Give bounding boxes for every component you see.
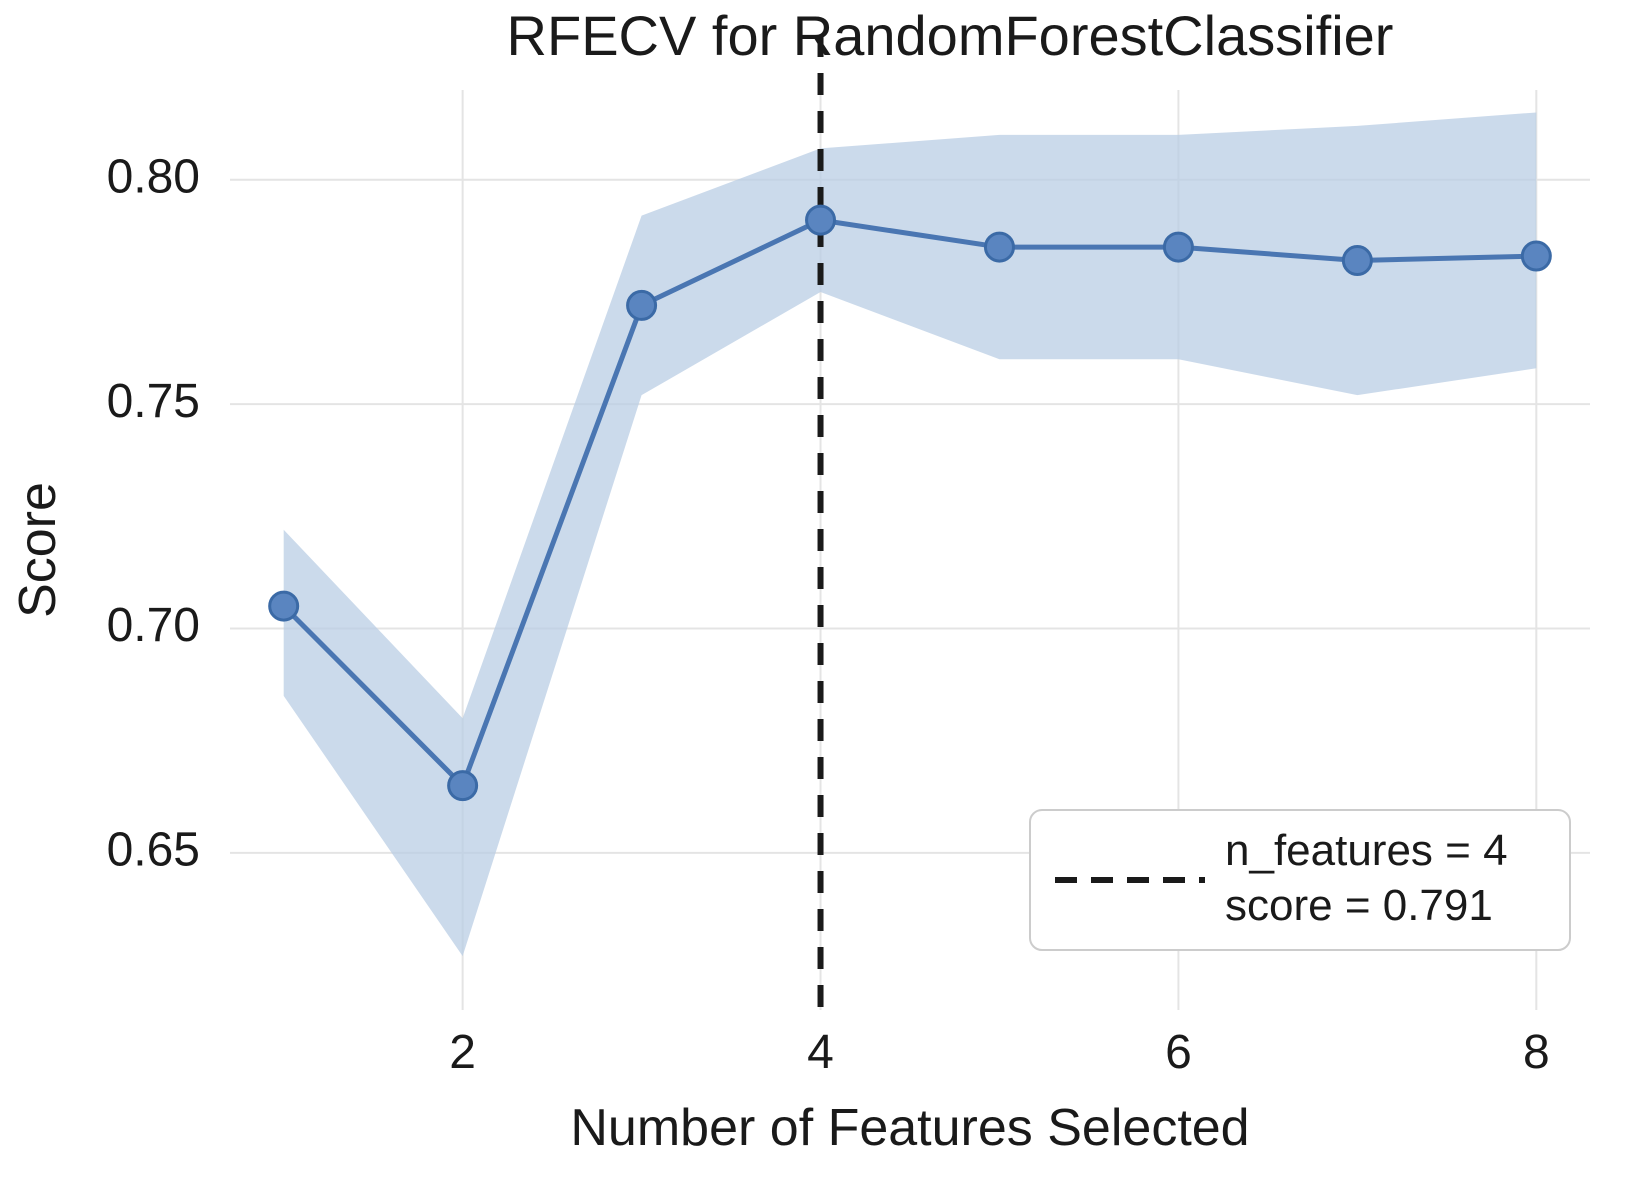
chart-title: RFECV for RandomForestClassifier bbox=[507, 4, 1394, 67]
score-marker bbox=[1164, 233, 1192, 261]
score-marker bbox=[807, 206, 835, 234]
x-tick-label: 6 bbox=[1165, 1026, 1192, 1079]
legend-line-1: n_features = 4 bbox=[1225, 826, 1508, 875]
rfecv-chart: 0.65 0.70 0.75 0.80 2 4 6 8 Number of Features S… bbox=[0, 0, 1636, 1190]
x-tick-label: 2 bbox=[449, 1026, 476, 1079]
y-axis-label: Score bbox=[9, 482, 67, 618]
x-axis-label: Number of Features Selected bbox=[570, 1099, 1249, 1157]
legend-line-2: score = 0.791 bbox=[1225, 881, 1493, 930]
y-tick-label: 0.70 bbox=[107, 599, 200, 652]
score-marker bbox=[1343, 247, 1371, 275]
score-marker bbox=[270, 592, 298, 620]
score-marker bbox=[1522, 242, 1550, 270]
x-tick-label: 4 bbox=[807, 1026, 834, 1079]
score-marker bbox=[449, 772, 477, 800]
x-tick-label: 8 bbox=[1523, 1026, 1550, 1079]
score-marker bbox=[985, 233, 1013, 261]
score-marker bbox=[628, 291, 656, 319]
y-tick-label: 0.75 bbox=[107, 375, 200, 428]
y-tick-label: 0.65 bbox=[107, 824, 200, 877]
y-tick-label: 0.80 bbox=[107, 150, 200, 203]
